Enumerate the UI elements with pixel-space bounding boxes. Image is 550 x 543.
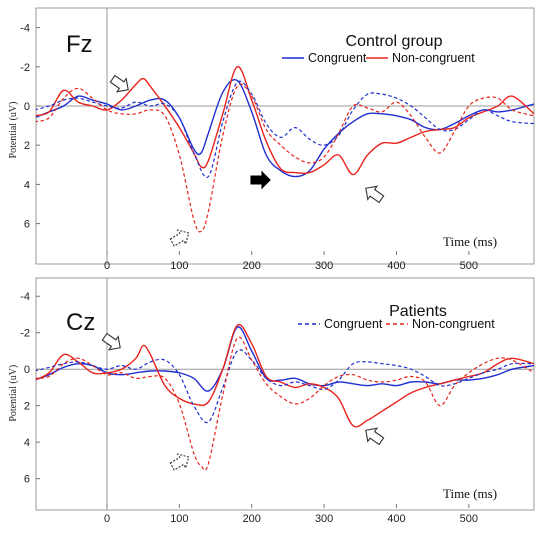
x-tick-label: 400 (387, 260, 405, 272)
y-tick-label: 0 (24, 101, 30, 113)
x-tick-label: 0 (104, 513, 110, 525)
y-tick-label: 2 (24, 140, 30, 152)
filled-arrow-annotation (250, 170, 271, 190)
y-tick-label: 4 (24, 437, 30, 449)
series-line (36, 79, 534, 178)
open-arrow-annotation (365, 185, 385, 204)
x-tick-label: 100 (170, 513, 188, 525)
x-tick-label: 300 (315, 260, 333, 272)
y-tick-label: 2 (24, 401, 30, 413)
x-tick-label: 200 (243, 260, 261, 272)
open-arrow-annotation-shape (101, 332, 121, 351)
x-axis-label: Time (ms) (443, 486, 497, 501)
y-tick-label: 6 (24, 474, 30, 486)
x-tick-label: 500 (460, 513, 478, 525)
x-tick-label: 200 (243, 513, 261, 525)
panel-label: Cz (66, 309, 95, 336)
x-tick-label: 300 (315, 513, 333, 525)
panel-frame (35, 7, 535, 265)
series-line (36, 336, 534, 471)
legend-entry: Congruent (324, 317, 383, 331)
x-tick-label: 0 (104, 260, 110, 272)
legend-entry: Non-congruent (392, 51, 475, 65)
y-tick-label: -2 (20, 328, 30, 340)
open-arrow-annotation (101, 332, 121, 351)
y-tick-label: -4 (20, 291, 30, 303)
series-line (36, 323, 534, 428)
dashed-arrow-annotation (169, 453, 190, 471)
y-tick-label: -4 (20, 23, 30, 35)
panel-label: Fz (66, 31, 93, 58)
dashed-arrow-annotation-shape (169, 229, 190, 247)
series-line (36, 349, 534, 424)
y-tick-label: -2 (20, 62, 30, 74)
panel-title: Control group (346, 33, 443, 50)
x-tick-label: 100 (170, 260, 188, 272)
panel-title: Patients (389, 303, 447, 320)
legend-entry: Non-congruent (412, 317, 495, 331)
open-arrow-annotation-shape (109, 74, 129, 93)
open-arrow-annotation (109, 74, 129, 93)
y-axis-label: Potential (uV) (8, 365, 19, 422)
legend-entry: Congruent (308, 51, 367, 65)
dashed-arrow-annotation (169, 229, 190, 247)
series-line (36, 80, 534, 179)
open-arrow-annotation-shape (365, 427, 385, 446)
open-arrow-annotation-shape (365, 185, 385, 204)
x-tick-label: 400 (387, 513, 405, 525)
x-tick-label: 500 (460, 260, 478, 272)
panel-frame (35, 277, 535, 511)
y-axis-label: Potential (uV) (8, 102, 19, 159)
filled-arrow-annotation-shape (250, 170, 271, 190)
y-tick-label: 0 (24, 364, 30, 376)
series-line (36, 83, 534, 233)
x-axis-label: Time (ms) (443, 234, 497, 249)
open-arrow-annotation (365, 427, 385, 446)
y-tick-label: 6 (24, 219, 30, 231)
dashed-arrow-annotation-shape (169, 453, 190, 471)
y-tick-label: 4 (24, 179, 30, 191)
